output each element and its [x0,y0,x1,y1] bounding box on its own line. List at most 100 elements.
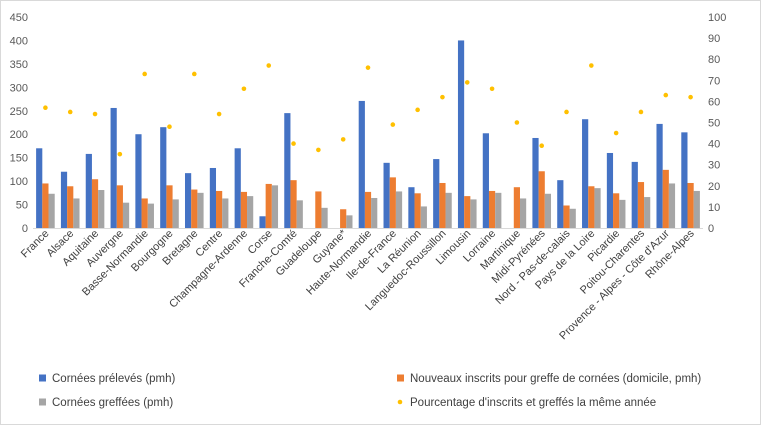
point-pourcentage-corse [266,63,272,68]
point-pourcentage-limousin [464,80,470,85]
point-pourcentage-aquitaine [92,111,98,117]
point-pourcentage-poitou-charentes [638,109,644,115]
y-right-tick-label: 30 [708,160,720,172]
y-right-tick-label: 100 [708,12,726,24]
bar-cornees-preleves-lorraine [482,133,489,228]
y-left-tick-label: 50 [16,200,28,212]
bar-cornees-greffees-bretagne [197,192,204,228]
legend-swatch-cornees-preleves [39,374,46,382]
bar-nouveaux-inscrits-pour-greffe-de-cornees-provence-alpes-cote-d-azur [662,169,669,228]
bar-nouveaux-inscrits-pour-greffe-de-cornees-martinique [513,187,520,228]
point-pourcentage-france [43,105,48,111]
bar-nouveaux-inscrits-pour-greffe-de-cornees-haute-normandie [364,191,372,228]
point-pourcentage-haute-normandie [365,65,371,70]
bar-cornees-preleves-corse [259,216,266,228]
bar-nouveaux-inscrits-pour-greffe-de-cornees-bretagne [191,189,198,228]
bar-nouveaux-inscrits-pour-greffe-de-cornees-guyane [340,209,347,228]
point-pourcentage-guadeloupe [316,147,321,153]
bar-nouveaux-inscrits-pour-greffe-de-cornees-limousin [464,196,471,228]
bar-nouveaux-inscrits-pour-greffe-de-cornees-picardie [613,193,620,228]
point-pourcentage-la-reunion [415,107,420,113]
legend-label: Nouveaux inscrits pour greffe de cornées… [410,373,701,385]
bar-cornees-greffees-la-reunion [420,206,427,228]
point-pourcentage-champagne-ardenne [241,86,247,92]
point-pourcentage-nord-pas-de-calais [564,109,569,115]
y-right-tick-label: 50 [708,118,720,130]
point-pourcentage-martinique [514,120,520,125]
bar-nouveaux-inscrits-pour-greffe-de-cornees-auvergne [116,185,123,228]
bar-nouveaux-inscrits-pour-greffe-de-cornees-la-reunion [414,193,421,228]
legend-marker-pourcentage [397,399,403,405]
bar-nouveaux-inscrits-pour-greffe-de-cornees-aquitaine [91,179,99,228]
bar-nouveaux-inscrits-pour-greffe-de-cornees-bourgogne [166,185,173,228]
bar-cornees-preleves-franche-comte [284,113,291,228]
bar-nouveaux-inscrits-pour-greffe-de-cornees-lorraine [488,190,496,228]
bar-cornees-greffees-corse [271,185,279,228]
point-pourcentage-midi-pyrenees [539,143,545,149]
bar-cornees-greffees-rhone-alpes [693,190,700,228]
bar-cornees-preleves-picardie [606,152,614,228]
bar-nouveaux-inscrits-pour-greffe-de-cornees-corse [265,183,272,228]
bar-cornees-preleves-la-reunion [408,187,415,228]
bar-cornees-greffees-france [48,193,55,228]
y-right-tick-label: 0 [708,223,714,235]
bar-cornees-preleves-champagne-ardenne [234,148,241,228]
bar-cornees-greffees-poitou-charentes [644,197,651,228]
bar-cornees-greffees-auvergne [122,202,130,228]
bar-cornees-preleves-nord-pas-de-calais [557,180,564,228]
bar-nouveaux-inscrits-pour-greffe-de-cornees-france [42,183,49,228]
bar-nouveaux-inscrits-pour-greffe-de-cornees-ile-de-france [389,177,396,228]
bar-cornees-preleves-bourgogne [160,127,167,228]
bar-cornees-preleves-alsace [60,171,68,228]
y-right-tick-label: 80 [708,54,720,66]
bar-nouveaux-inscrits-pour-greffe-de-cornees-franche-comte [290,180,297,228]
bar-cornees-greffees-franche-comte [296,200,303,228]
point-pourcentage-rhone-alpes [688,94,693,100]
bar-cornees-preleves-provence-alpes-cote-d-azur [656,123,663,228]
bar-nouveaux-inscrits-pour-greffe-de-cornees-guadeloupe [315,191,322,228]
bar-cornees-preleves-haute-normandie [358,100,365,228]
point-pourcentage-bourgogne [167,124,172,130]
bar-cornees-greffees-haute-normandie [371,197,378,228]
point-pourcentage-auvergne [117,151,123,157]
bar-cornees-greffees-bourgogne [172,199,179,228]
bar-cornees-greffees-martinique [519,198,527,228]
bar-nouveaux-inscrits-pour-greffe-de-cornees-centre [216,190,223,228]
y-left-tick-label: 150 [10,153,28,165]
y-left-tick-label: 400 [10,35,28,47]
bar-cornees-preleves-france [36,148,43,228]
bar-cornees-preleves-limousin [457,40,465,228]
point-pourcentage-provence-alpes-cote-d-azur [663,92,669,98]
y-left-tick-label: 250 [10,106,28,118]
bar-nouveaux-inscrits-pour-greffe-de-cornees-pays-de-la-loire [588,186,595,228]
point-pourcentage-centre [216,111,222,117]
bar-nouveaux-inscrits-pour-greffe-de-cornees-midi-pyrenees [538,171,545,228]
point-pourcentage-bretagne [191,71,197,77]
point-pourcentage-lorraine [489,86,495,92]
bar-nouveaux-inscrits-pour-greffe-de-cornees-languedoc-roussillon [439,182,446,228]
y-right-tick-label: 10 [708,202,720,214]
y-right-tick-label: 40 [708,139,720,151]
y-left-tick-label: 300 [10,82,28,94]
bar-nouveaux-inscrits-pour-greffe-de-cornees-basse-normandie [141,198,148,228]
y-left-tick-label: 100 [10,176,28,188]
bar-cornees-preleves-pays-de-la-loire [582,119,589,228]
point-pourcentage-picardie [613,130,619,136]
bar-nouveaux-inscrits-pour-greffe-de-cornees-rhone-alpes [687,182,694,228]
bar-cornees-greffees-limousin [470,199,477,228]
bar-nouveaux-inscrits-pour-greffe-de-cornees-poitou-charentes [637,182,645,228]
y-right-tick-label: 60 [708,96,720,108]
bar-cornees-preleves-centre [209,167,217,228]
bar-cornees-preleves-languedoc-roussillon [433,159,440,228]
point-pourcentage-ile-de-france [390,122,396,127]
bar-cornees-greffees-alsace [73,198,80,228]
bar-cornees-greffees-guyane [346,215,353,228]
bar-cornees-greffees-midi-pyrenees [544,193,552,228]
bar-cornees-greffees-ile-de-france [395,191,403,228]
bar-cornees-greffees-provence-alpes-cote-d-azur [668,183,676,228]
bar-cornees-greffees-guadeloupe [321,207,328,228]
y-right-tick-label: 70 [708,75,720,87]
y-left-tick-label: 350 [10,59,28,71]
